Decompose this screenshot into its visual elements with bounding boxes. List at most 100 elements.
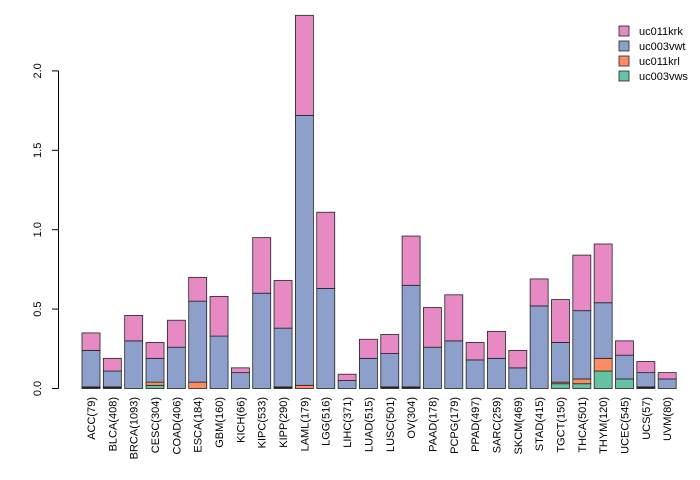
x-tick-label: ACC(79) [86, 397, 98, 440]
x-tick-label: STAD(415) [534, 397, 546, 451]
bar-segment-uc011krk [209, 295, 229, 337]
bar-segment-uc011krk [145, 342, 165, 359]
legend-swatch-uc011krk [618, 25, 630, 37]
bar-segment-uc003vwt [102, 370, 122, 388]
x-tick-label: LGG(516) [321, 397, 333, 446]
bar-segment-uc011krk [380, 334, 400, 354]
x-tick-label: UCS(57) [641, 397, 653, 440]
bar-segment-uc011krk [102, 357, 122, 372]
bar-segment-uc011krk [337, 373, 357, 381]
bar-segment-uc011krk [615, 340, 634, 356]
bar-segment-uc003vwt [252, 292, 272, 389]
bar-segment-uc011krk [230, 367, 250, 374]
bar-segment-uc011krl [145, 381, 165, 386]
bar-segment-uc003vwt [593, 302, 613, 359]
x-tick-label: TGCT(150) [555, 397, 567, 453]
bar-segment-uc003vwt [337, 380, 357, 389]
bar-segment-uc003vwt [359, 357, 378, 389]
bar-segment-uc011krk [166, 319, 186, 348]
bar-segment-uc003vwt [529, 305, 549, 389]
bar-segment-uc003vwt [209, 335, 229, 389]
bar-segment-uc003vwt [465, 359, 485, 389]
x-tick-label: PCPG(179) [449, 397, 461, 454]
y-tick-label: 1.5 [32, 143, 44, 158]
x-tick-label: LIHC(371) [342, 397, 354, 448]
bar-segment-uc011krk [81, 332, 101, 351]
bar-segment-uc011krk [593, 243, 613, 304]
bar-segment-uc003vws [572, 383, 592, 389]
x-tick-label: GBM(160) [214, 397, 226, 448]
x-tick-label: PPAD(497) [470, 397, 482, 452]
x-tick-label: BLCA(408) [107, 397, 119, 451]
legend-swatch-uc011krl [618, 55, 630, 67]
bar-segment-uc011krk [572, 254, 592, 312]
bar-segment-uc011krl [572, 378, 592, 385]
bar-segment-uc003vwt [401, 284, 421, 388]
x-tick-label: LAML(179) [299, 397, 311, 451]
bar-segment-uc011krk [508, 349, 528, 369]
bar-segment-uc003vwt [636, 372, 656, 388]
bar-segment-uc003vws [145, 384, 165, 389]
bar-segment-uc003vwt [508, 367, 528, 389]
bar-segment-uc011krk [124, 315, 144, 342]
bar-segment-uc003vws [593, 370, 613, 389]
x-axis: ACC(79) BLCA(408) BRCA(1093) CESC(304) COAD(… [86, 397, 674, 459]
x-tick-label: BRCA(1093) [129, 397, 141, 459]
bar-segment-uc003vwt [188, 300, 208, 383]
bar-segment-uc011krk [487, 330, 506, 359]
legend: uc011krk uc003vwt uc011krl uc003vws [618, 25, 688, 83]
y-tick-label: 0.0 [32, 381, 44, 396]
bar-segment-uc003vwt [444, 340, 464, 389]
y-tick-label: 2.0 [32, 63, 44, 78]
bar-segment-uc003vwt [124, 340, 144, 389]
bar-segment-uc003vwt [316, 288, 336, 389]
bar-segment-uc003vws [615, 378, 634, 389]
x-tick-label: SKCM(469) [513, 397, 525, 454]
bar-segment-uc011krl [188, 381, 208, 389]
legend-label-uc011krl: uc011krl [639, 56, 680, 68]
bar-segment-uc011krk [401, 235, 421, 286]
bar-segment-uc011krk [423, 307, 442, 348]
x-tick-label: THCA(501) [577, 397, 589, 453]
bar-segment-uc003vws [551, 383, 570, 389]
legend-label-uc011krk: uc011krk [639, 26, 683, 38]
bar-segment-uc011krk [657, 372, 677, 380]
bar-segment-uc011krk [551, 299, 570, 343]
bar-segment-uc011krk [444, 294, 464, 342]
bar-segment-uc003vwt [615, 354, 634, 380]
bar-segment-uc003vwt [273, 327, 293, 388]
bar-segment-uc003vwt [230, 372, 250, 389]
x-tick-label: ESCA(184) [193, 397, 205, 453]
bars [81, 14, 677, 389]
x-tick-label: LUSC(501) [385, 397, 397, 452]
bar-segment-uc011krk [359, 338, 378, 359]
bar-segment-uc011krk [252, 237, 272, 294]
x-tick-label: UVM(80) [662, 397, 674, 441]
x-tick-label: KICH(66) [235, 397, 247, 443]
x-tick-label: KIPC(533) [257, 397, 269, 448]
bar-segment-uc003vwt [551, 342, 570, 383]
x-tick-label: COAD(406) [171, 397, 183, 454]
x-tick-label: PAAD(178) [427, 397, 439, 452]
bar-segment-uc011krl [593, 357, 613, 372]
bar-segment-uc003vwt [487, 357, 506, 389]
legend-swatch-uc003vws [618, 70, 630, 82]
legend-swatch-uc003vwt [618, 40, 630, 52]
bar-segment-uc003vwt [657, 378, 677, 389]
x-tick-label: THYM(120) [598, 397, 610, 454]
bar-segment-uc003vwt [81, 349, 101, 388]
legend-label-uc003vws: uc003vws [639, 71, 688, 83]
legend-label-uc003vwt: uc003vwt [639, 41, 685, 53]
bar-segment-uc011krk [529, 278, 549, 307]
y-tick-label: 0.5 [32, 301, 44, 316]
bar-segment-uc003vwt [145, 357, 165, 383]
x-tick-label: LUAD(515) [363, 397, 375, 452]
x-tick-label: UCEC(545) [620, 397, 632, 454]
bar-segment-uc011krk [188, 276, 208, 302]
bar-segment-uc003vwt [380, 353, 400, 388]
x-tick-label: SARC(259) [491, 397, 503, 453]
bar-segment-uc011krk [273, 280, 293, 329]
y-axis: 0.0 0.5 1.0 1.5 2.0 [32, 63, 59, 396]
bar-segment-uc003vwt [423, 346, 442, 389]
